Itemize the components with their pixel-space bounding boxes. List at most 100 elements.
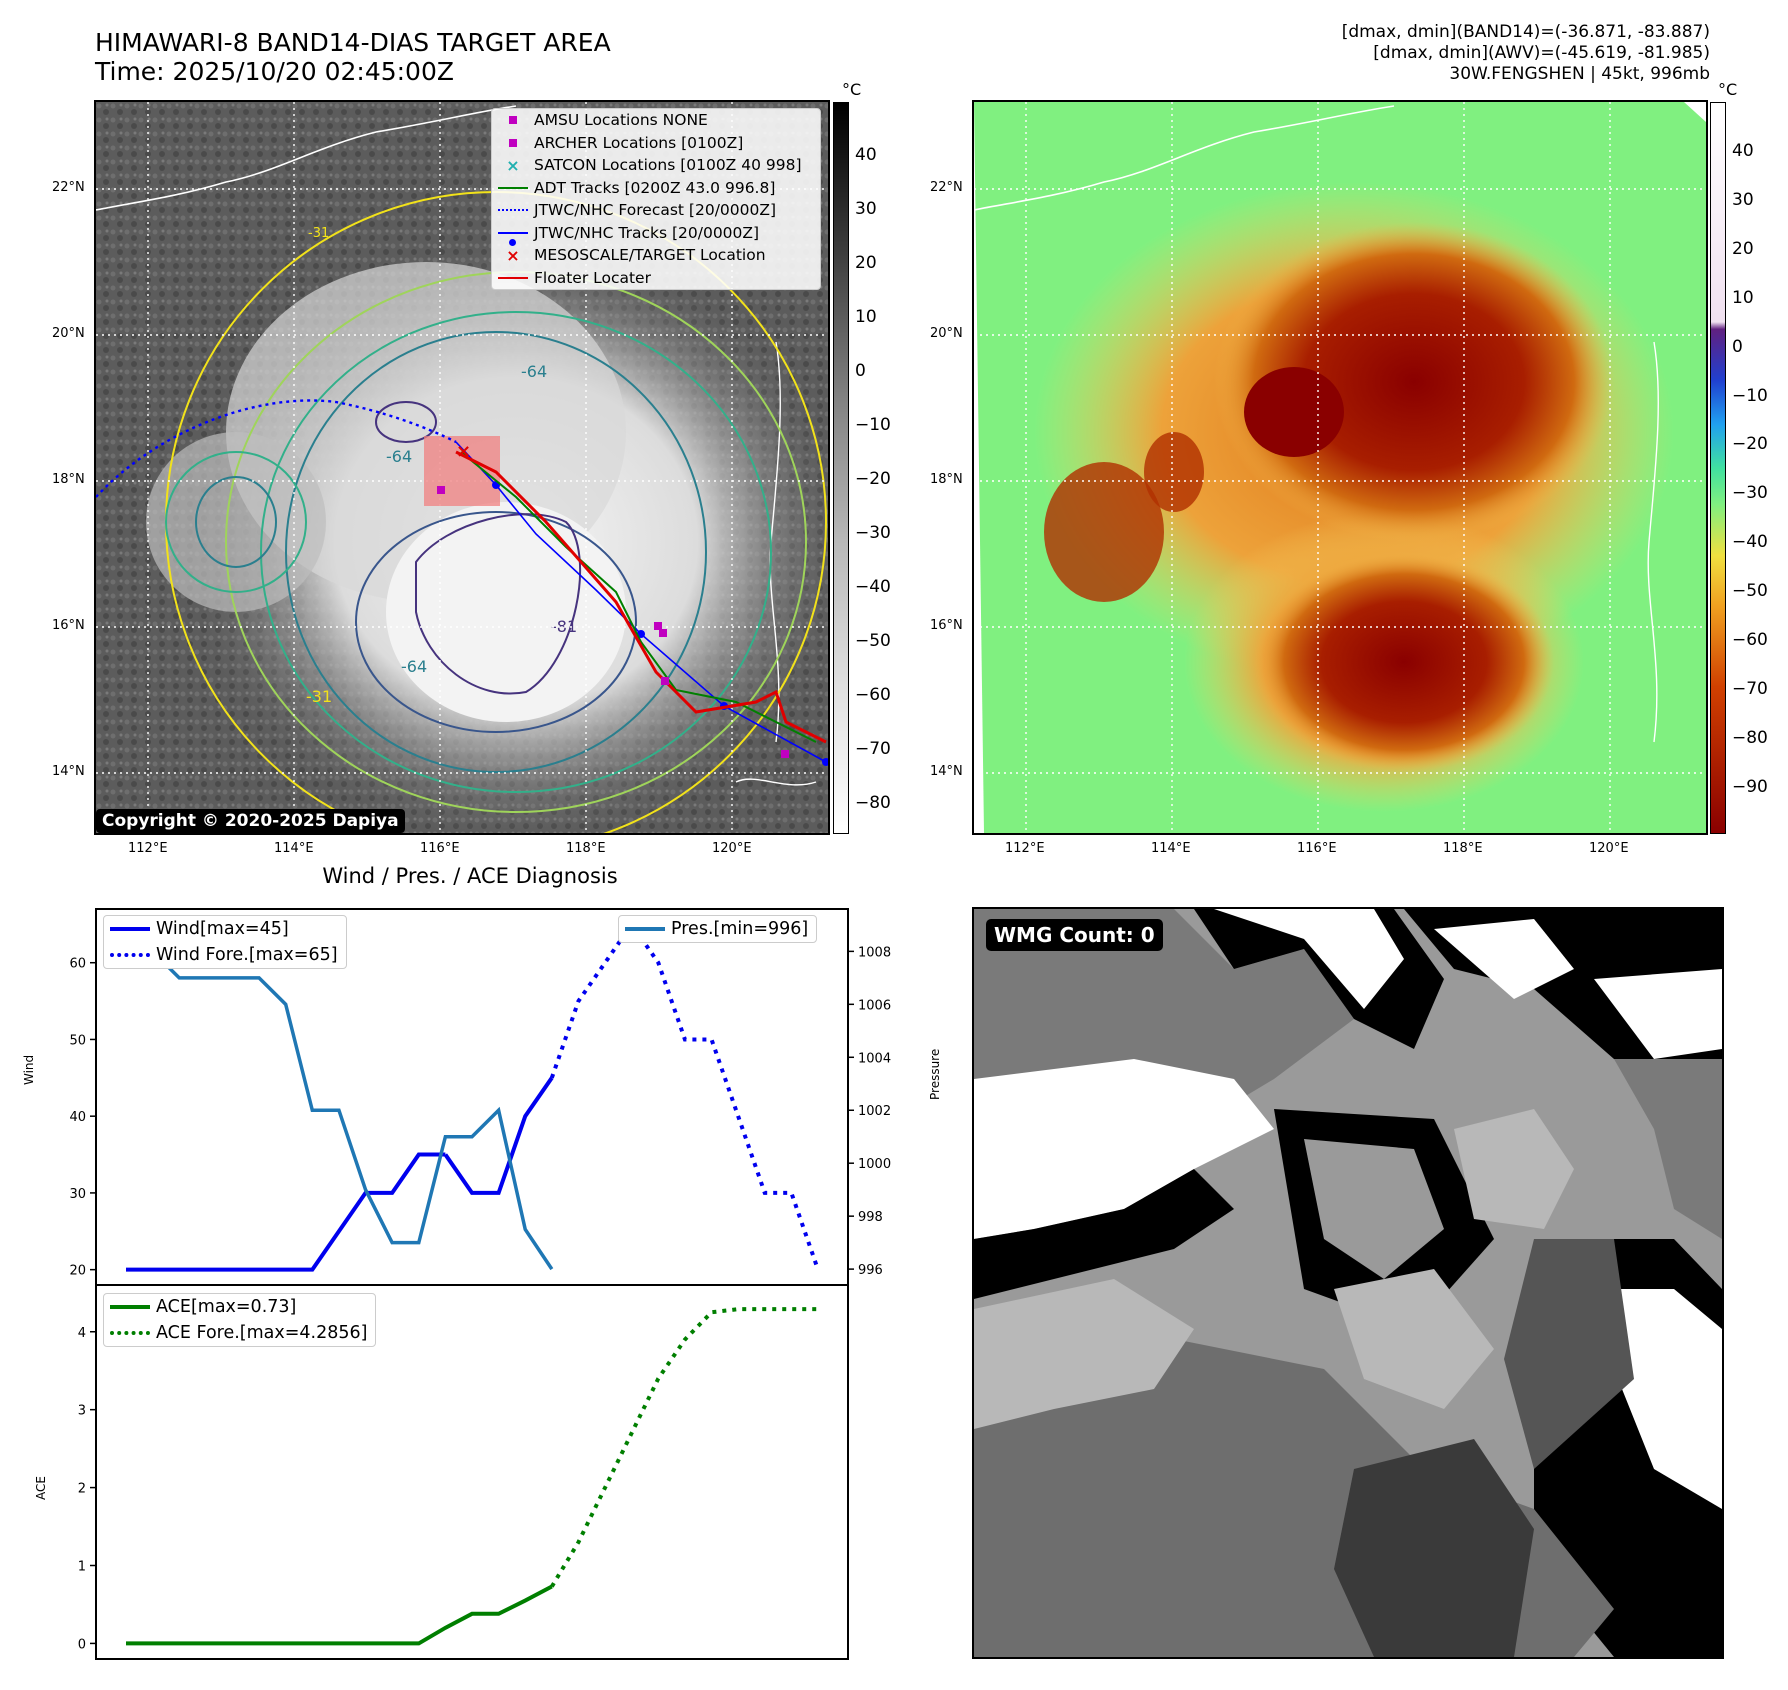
lon-label: 112°E	[1005, 841, 1045, 856]
ace-observed-line	[126, 1584, 553, 1646]
wmg-count-badge: WMG Count: 0	[986, 919, 1163, 951]
figure-time: Time: 2025/10/20 02:45:00Z	[95, 57, 454, 86]
wmg-image	[974, 909, 1722, 1657]
legend-satcon: SATCON Locations [0100Z 40 998]	[534, 156, 802, 175]
pres-tick-label: 1006	[858, 998, 891, 1013]
wind-tick-label: 60	[69, 957, 86, 972]
lat-label: 14°N	[52, 764, 85, 779]
pres-tick-label: 1000	[858, 1157, 891, 1172]
lon-label: 114°E	[1151, 841, 1191, 856]
colorbar-right-tick: −30	[1732, 483, 1768, 504]
lon-label: 114°E	[274, 841, 314, 856]
colorbar-left-tick: −30	[855, 523, 891, 543]
legend-wind-fore: Wind Fore.[max=65]	[156, 945, 338, 965]
colorbar-left-tick: −40	[855, 577, 891, 597]
lat-label: 16°N	[52, 618, 85, 633]
figure-title: HIMAWARI-8 BAND14-DIAS TARGET AREA	[95, 28, 611, 57]
legend-adt: ADT Tracks [0200Z 43.0 996.8]	[534, 178, 776, 197]
contour-label: -31	[308, 226, 329, 241]
legend-ace-fore: ACE Fore.[max=4.2856]	[156, 1323, 368, 1343]
colorbar-left-tick: 30	[855, 199, 877, 219]
ace-tick-label: 4	[78, 1326, 86, 1341]
lat-label: 16°N	[930, 618, 963, 633]
lon-label: 116°E	[420, 841, 460, 856]
colorbar-left-tick: −10	[855, 415, 891, 435]
colorbar-left-tick: 40	[855, 145, 877, 165]
legend-tracks: JTWC/NHC Tracks [20/0000Z]	[534, 223, 760, 242]
pres-tick-label: 1004	[858, 1051, 891, 1066]
wind-tick-label: 40	[69, 1110, 86, 1125]
colorbar-right-tick: −50	[1732, 581, 1768, 602]
pres-tick-label: 1002	[858, 1104, 891, 1119]
copyright-badge: Copyright © 2020-2025 Dapiya	[96, 809, 405, 833]
colorbar-right-tick: 0	[1732, 336, 1743, 357]
legend-archer: ARCHER Locations [0100Z]	[534, 133, 744, 152]
legend-forecast: JTWC/NHC Forecast [20/0000Z]	[534, 201, 777, 220]
colorbar-left-tick: 0	[855, 361, 866, 381]
ace-tick-label: 3	[78, 1404, 86, 1419]
legend-amsu: AMSU Locations NONE	[534, 111, 708, 130]
svg-text:×: ×	[456, 441, 471, 462]
contour-label: -31	[306, 687, 332, 706]
lat-label: 22°N	[52, 180, 85, 195]
diag-title: Wind / Pres. / ACE Diagnosis	[322, 864, 618, 888]
awv-map-image	[974, 102, 1706, 833]
colorbar-right-tick: −10	[1732, 385, 1768, 406]
wind-legend: Wind[max=45] Wind Fore.[max=65]	[103, 915, 347, 969]
stats-band14: [dmax, dmin](BAND14)=(-36.871, -83.887)	[1341, 22, 1710, 42]
ace-tick-label: 2	[78, 1482, 86, 1497]
lat-label: 20°N	[930, 326, 963, 341]
wind-forecast-line	[549, 920, 820, 1271]
legend-wind: Wind[max=45]	[156, 919, 289, 939]
ace-tick-label: 0	[78, 1637, 86, 1652]
colorbar-left-tick: −60	[855, 685, 891, 705]
colorbar-left-tick: −20	[855, 469, 891, 489]
lon-label: 118°E	[566, 841, 606, 856]
lat-label: 18°N	[52, 472, 85, 487]
wind-observed-line	[443, 1076, 554, 1195]
wmg-panel[interactable]: WMG Count: 0	[972, 907, 1724, 1659]
lon-label: 112°E	[128, 841, 168, 856]
legend-pres: Pres.[min=996]	[671, 919, 809, 939]
ace-forecast-line	[550, 1307, 818, 1588]
contour-label: -64	[521, 362, 547, 381]
colorbar-right-tick: 30	[1732, 189, 1754, 210]
colorbar-left-tick: −80	[855, 793, 891, 813]
legend-ace: ACE[max=0.73]	[156, 1297, 297, 1317]
colorbar-right-tick: −70	[1732, 678, 1768, 699]
colorbar-right-tick: −80	[1732, 727, 1768, 748]
colorbar-left-tick: −50	[855, 631, 891, 651]
ace-axes-frame	[95, 1284, 849, 1660]
wind-tick-label: 30	[69, 1187, 86, 1202]
lon-label: 120°E	[1589, 841, 1629, 856]
map-legend: AMSU Locations NONE ARCHER Locations [01…	[491, 108, 821, 290]
colorbar-right-tick: −20	[1732, 434, 1768, 455]
colorbar-left-unit: °C	[842, 80, 862, 99]
awv-map-panel[interactable]	[972, 100, 1708, 835]
lat-label: 22°N	[930, 180, 963, 195]
wind-observed-line	[126, 1152, 446, 1272]
legend-floater: Floater Locater	[534, 268, 651, 287]
colorbar-left-tick: −70	[855, 739, 891, 759]
colorbar-right-tick: 40	[1732, 141, 1754, 161]
colorbar-right-tick: −40	[1732, 532, 1768, 553]
wind-tick-label: 50	[69, 1033, 86, 1048]
lon-label: 118°E	[1443, 841, 1483, 856]
lon-label: 120°E	[712, 841, 752, 856]
colorbar-right-tick: −90	[1732, 776, 1768, 797]
lon-label: 116°E	[1297, 841, 1337, 856]
pres-tick-label: 996	[858, 1263, 883, 1278]
contour-label: -64	[386, 447, 412, 466]
colorbar-right	[1710, 102, 1726, 834]
ir-map-panel[interactable]: -31 -64 -64 -64 -81 -31	[94, 100, 830, 835]
colorbar-right-tick: 10	[1732, 287, 1754, 308]
pres-tick-label: 998	[858, 1210, 883, 1225]
storm-info: 30W.FENGSHEN | 45kt, 996mb	[1449, 64, 1710, 84]
pres-legend: Pres.[min=996]	[618, 915, 818, 943]
floater-locater	[455, 450, 827, 744]
adt-track	[460, 451, 817, 743]
lat-label: 20°N	[52, 326, 85, 341]
colorbar-right-tick: −60	[1732, 630, 1768, 650]
colorbar-left-tick: 20	[855, 253, 877, 273]
